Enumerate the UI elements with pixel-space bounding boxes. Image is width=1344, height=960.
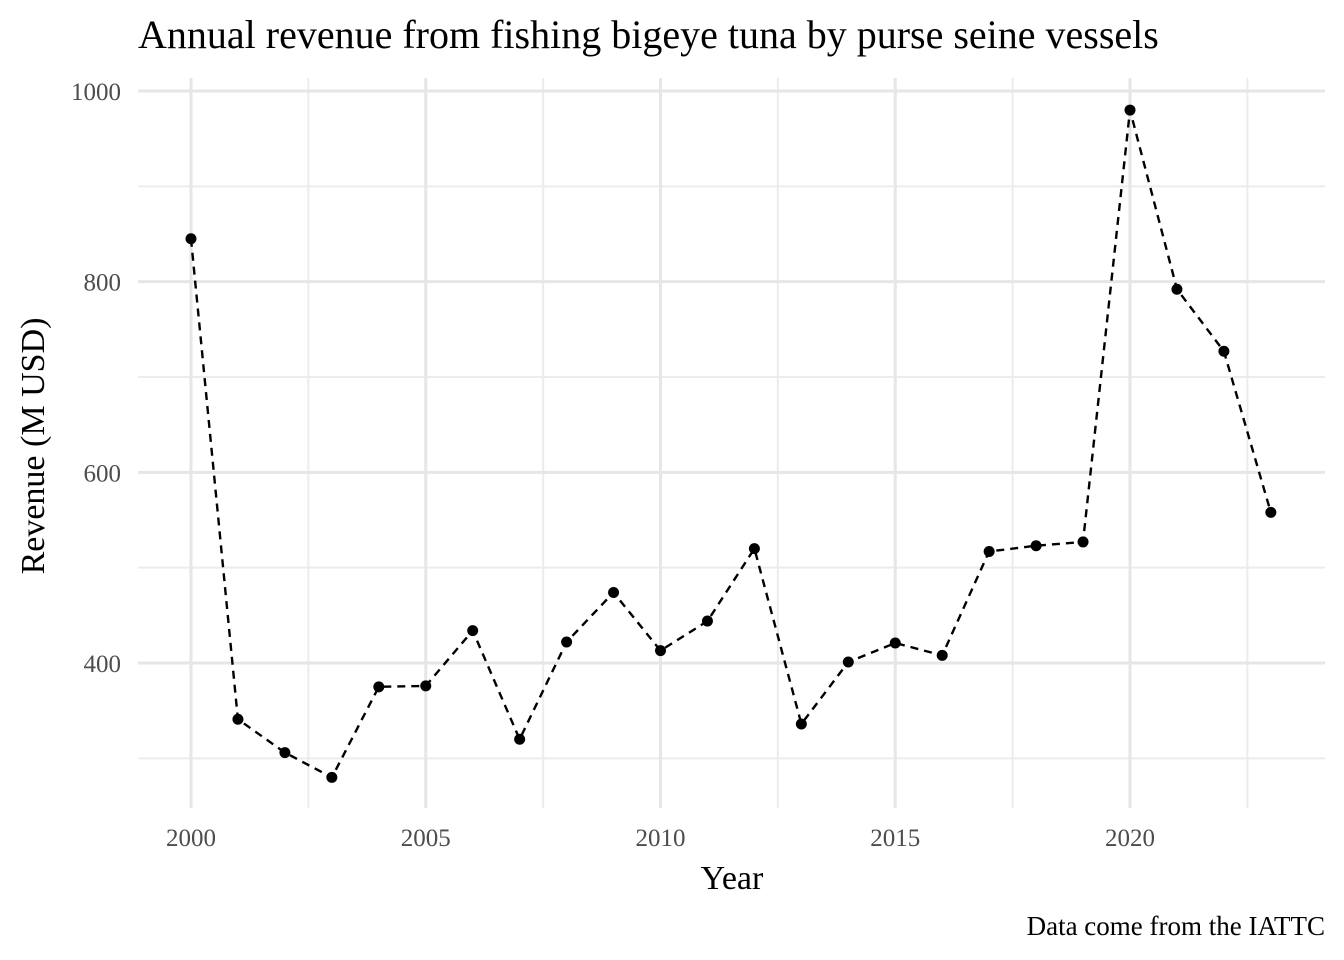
data-point	[1030, 540, 1042, 552]
y-tick-label: 600	[84, 460, 122, 487]
y-tick-label: 800	[84, 270, 122, 297]
y-tick-label: 400	[84, 651, 122, 678]
x-tick-label: 2000	[166, 825, 216, 852]
data-point	[608, 586, 620, 598]
data-point	[842, 656, 854, 668]
data-point	[1218, 345, 1230, 357]
data-point	[232, 713, 244, 725]
data-point	[1077, 536, 1089, 548]
minor-gridlines-y	[138, 185, 1325, 760]
x-tick-label: 2020	[1105, 825, 1155, 852]
x-tick-label: 2015	[870, 825, 920, 852]
y-axis-ticks: 400 600 800 1000	[71, 79, 121, 678]
points-group	[185, 104, 1277, 783]
series-line	[189, 109, 1272, 780]
data-point	[420, 680, 432, 692]
data-point	[748, 543, 760, 555]
data-point	[1171, 283, 1183, 295]
data-point	[1265, 506, 1277, 518]
x-axis-ticks: 2000 2005 2010 2015 2020	[166, 825, 1155, 852]
data-point	[983, 545, 995, 557]
major-gridlines-y	[138, 89, 1325, 665]
data-point	[185, 233, 197, 245]
data-point	[889, 637, 901, 649]
x-axis-title: Year	[701, 860, 764, 897]
data-point	[373, 681, 385, 693]
minor-gridlines-x	[307, 78, 1249, 808]
series-group	[189, 109, 1272, 780]
data-point	[561, 636, 573, 648]
y-tick-label: 1000	[71, 79, 121, 106]
x-tick-label: 2005	[401, 825, 451, 852]
chart-title: Annual revenue from fishing bigeye tuna …	[138, 12, 1159, 57]
major-gridlines-x	[189, 78, 1132, 808]
chart-caption: Data come from the IATTC	[1027, 911, 1325, 941]
data-point	[279, 747, 291, 759]
data-point	[655, 645, 666, 657]
x-tick-label: 2010	[636, 825, 686, 852]
data-point	[701, 615, 713, 627]
data-point	[514, 733, 526, 745]
data-point	[326, 771, 338, 783]
data-point	[936, 649, 948, 661]
data-point	[467, 625, 479, 637]
data-point	[795, 718, 807, 730]
y-axis-title: Revenue (M USD)	[15, 318, 52, 575]
data-point	[1124, 104, 1136, 116]
